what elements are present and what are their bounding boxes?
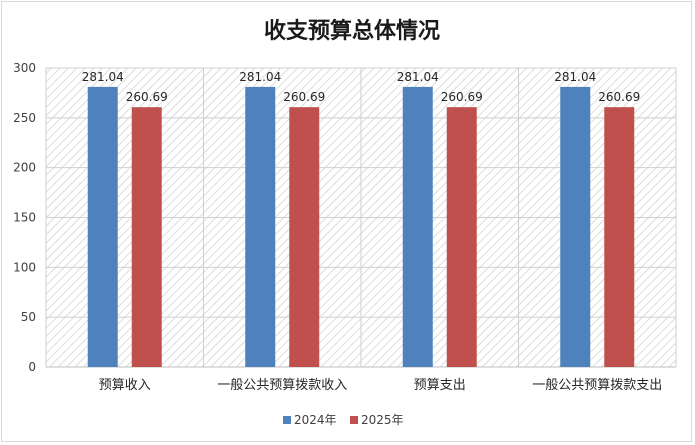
y-tick-label: 0 xyxy=(28,360,36,374)
chart-title: 收支预算总体情况 xyxy=(264,18,440,44)
data-label: 260.69 xyxy=(441,90,483,104)
data-label: 260.69 xyxy=(126,90,168,104)
data-label: 281.04 xyxy=(239,70,281,84)
y-tick-label: 200 xyxy=(13,161,36,175)
bar-series-2 xyxy=(446,107,477,368)
y-tick-label: 250 xyxy=(13,111,36,125)
data-label: 260.69 xyxy=(283,90,325,104)
bars xyxy=(87,86,635,368)
legend-entry: 2025年 xyxy=(361,413,404,427)
legend-swatch xyxy=(283,416,291,424)
bar-series-1 xyxy=(402,86,433,368)
y-tick-label: 150 xyxy=(13,211,36,225)
bar-series-2 xyxy=(289,107,320,368)
bar-series-2 xyxy=(604,107,635,368)
y-tick-label: 100 xyxy=(13,260,36,274)
data-label: 281.04 xyxy=(554,70,596,84)
data-label: 281.04 xyxy=(397,70,439,84)
data-label: 281.04 xyxy=(82,70,124,84)
legend: 2024年 2025年 xyxy=(283,413,404,427)
data-label: 260.69 xyxy=(598,90,640,104)
legend-swatch xyxy=(350,416,358,424)
legend-entry: 2024年 xyxy=(294,413,337,427)
y-tick-label: 300 xyxy=(13,61,36,75)
bar-series-1 xyxy=(245,86,276,368)
x-tick-label: 一般公共预算拨款收入 xyxy=(217,377,347,393)
bar-series-2 xyxy=(131,107,162,368)
bar-series-1 xyxy=(560,86,591,368)
y-tick-label: 50 xyxy=(21,310,36,324)
bar-series-1 xyxy=(87,86,118,368)
x-tick-label: 预算收入 xyxy=(99,378,151,393)
x-tick-label: 一般公共预算拨款支出 xyxy=(532,377,662,393)
x-tick-label: 预算支出 xyxy=(414,378,466,393)
